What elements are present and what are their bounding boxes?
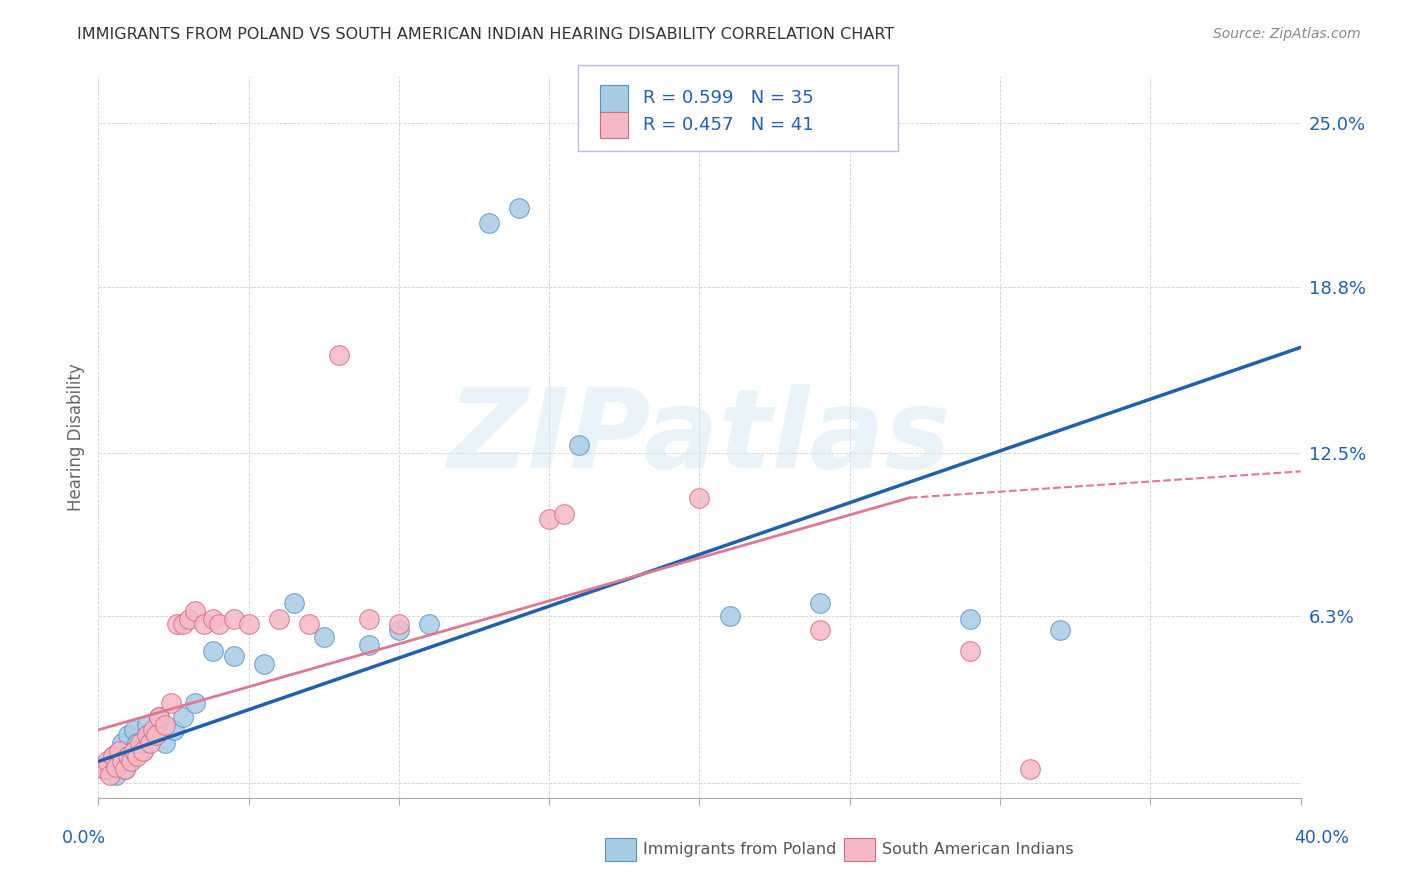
Point xyxy=(172,617,194,632)
Point xyxy=(253,657,276,671)
Point xyxy=(132,744,155,758)
Point xyxy=(121,749,143,764)
Point xyxy=(159,697,181,711)
Point xyxy=(93,762,115,776)
Point xyxy=(298,617,321,632)
Point xyxy=(312,631,335,645)
Point xyxy=(222,648,245,663)
Point xyxy=(183,697,205,711)
Point xyxy=(96,762,118,776)
Point xyxy=(114,762,136,776)
Point xyxy=(148,709,170,723)
Point xyxy=(121,755,143,769)
Point xyxy=(208,617,231,632)
Point xyxy=(111,755,134,769)
Point xyxy=(100,767,122,781)
Point xyxy=(105,760,128,774)
Point xyxy=(114,762,136,776)
Point xyxy=(108,744,131,758)
Y-axis label: Hearing Disability: Hearing Disability xyxy=(66,363,84,511)
Text: ZIPatlas: ZIPatlas xyxy=(447,384,952,491)
Point xyxy=(183,604,205,618)
Point xyxy=(145,728,167,742)
Point xyxy=(127,736,149,750)
Point xyxy=(222,612,245,626)
Text: R = 0.599   N = 35: R = 0.599 N = 35 xyxy=(643,89,813,107)
Point xyxy=(418,617,440,632)
Point xyxy=(808,623,831,637)
Point xyxy=(808,596,831,610)
Point xyxy=(138,736,160,750)
Text: Source: ZipAtlas.com: Source: ZipAtlas.com xyxy=(1213,27,1361,41)
Point xyxy=(111,755,134,769)
Point xyxy=(959,612,981,626)
Point xyxy=(135,717,157,731)
Point xyxy=(1049,623,1071,637)
Point xyxy=(141,728,163,742)
Point xyxy=(201,643,224,657)
Point xyxy=(135,728,157,742)
Point xyxy=(172,709,194,723)
Point xyxy=(193,617,215,632)
Point xyxy=(553,507,575,521)
Point xyxy=(267,612,290,626)
Point xyxy=(166,617,188,632)
Point xyxy=(238,617,260,632)
Text: 40.0%: 40.0% xyxy=(1294,829,1350,847)
Point xyxy=(100,755,122,769)
Point xyxy=(111,736,134,750)
Point xyxy=(328,348,350,362)
Text: IMMIGRANTS FROM POLAND VS SOUTH AMERICAN INDIAN HEARING DISABILITY CORRELATION C: IMMIGRANTS FROM POLAND VS SOUTH AMERICAN… xyxy=(77,27,894,42)
Point xyxy=(283,596,305,610)
Point xyxy=(103,749,125,764)
Point xyxy=(959,643,981,657)
Point xyxy=(127,749,149,764)
Point xyxy=(105,767,128,781)
Point xyxy=(117,749,139,764)
Point xyxy=(177,612,200,626)
Point xyxy=(141,723,163,737)
Point xyxy=(129,736,152,750)
Point xyxy=(124,723,146,737)
Point xyxy=(103,749,125,764)
Point xyxy=(508,201,530,215)
Point xyxy=(117,728,139,742)
Text: 0.0%: 0.0% xyxy=(62,829,107,847)
Point xyxy=(478,217,501,231)
Text: Immigrants from Poland: Immigrants from Poland xyxy=(643,842,837,856)
Point xyxy=(108,744,131,758)
Point xyxy=(148,709,170,723)
Point xyxy=(96,755,118,769)
Point xyxy=(1019,762,1042,776)
Point xyxy=(718,609,741,624)
Point xyxy=(688,491,710,505)
Point xyxy=(538,512,561,526)
Point xyxy=(357,639,380,653)
Point xyxy=(162,723,184,737)
Point xyxy=(388,617,411,632)
Point xyxy=(153,736,176,750)
Text: R = 0.457   N = 41: R = 0.457 N = 41 xyxy=(643,116,813,134)
Text: South American Indians: South American Indians xyxy=(882,842,1073,856)
Point xyxy=(568,438,591,452)
Point xyxy=(201,612,224,626)
Point xyxy=(388,623,411,637)
Point xyxy=(124,744,146,758)
Point xyxy=(132,744,155,758)
Point xyxy=(357,612,380,626)
Point xyxy=(153,717,176,731)
